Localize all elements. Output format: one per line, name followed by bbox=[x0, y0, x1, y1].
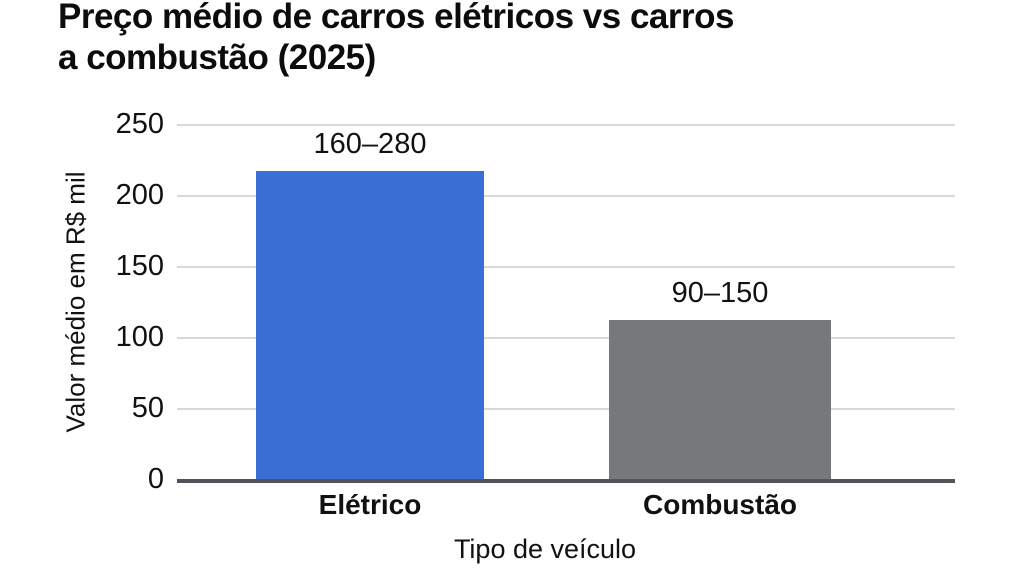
bar-electric bbox=[256, 171, 484, 479]
x-category-electric: Elétrico bbox=[318, 489, 422, 520]
gridline-50 bbox=[177, 408, 955, 410]
gridline-200 bbox=[177, 195, 955, 197]
chart-title-line-2: a combustão (2025) bbox=[58, 38, 376, 77]
y-tick-label-200: 200 bbox=[115, 179, 164, 211]
y-tick-label-150: 150 bbox=[115, 250, 164, 282]
x-axis-title: Tipo de veículo bbox=[453, 534, 637, 564]
y-tick-label-0: 0 bbox=[147, 463, 164, 495]
bar-value-label-electric: 160–280 bbox=[313, 128, 427, 160]
bar-combustion bbox=[609, 320, 831, 479]
gridline-250 bbox=[177, 124, 955, 126]
chart-title-line-1: Preço médio de carros elétricos vs carro… bbox=[58, 0, 734, 36]
gridline-100 bbox=[177, 337, 955, 339]
y-tick-label-50: 50 bbox=[131, 392, 164, 424]
chart-title: Preço médio de carros elétricos vs carro… bbox=[58, 0, 988, 78]
gridline-150 bbox=[177, 266, 955, 268]
y-tick-label-250: 250 bbox=[115, 108, 164, 140]
bar-value-label-combustion: 90–150 bbox=[671, 277, 769, 309]
plot-area: 160–280 90–150 bbox=[177, 124, 955, 483]
y-tick-label-100: 100 bbox=[115, 321, 164, 353]
x-category-combustion: Combustão bbox=[643, 489, 797, 520]
x-axis-category-labels: Elétrico Combustão bbox=[177, 488, 955, 524]
y-axis-tick-labels: 0 50 100 150 200 250 bbox=[40, 108, 164, 495]
